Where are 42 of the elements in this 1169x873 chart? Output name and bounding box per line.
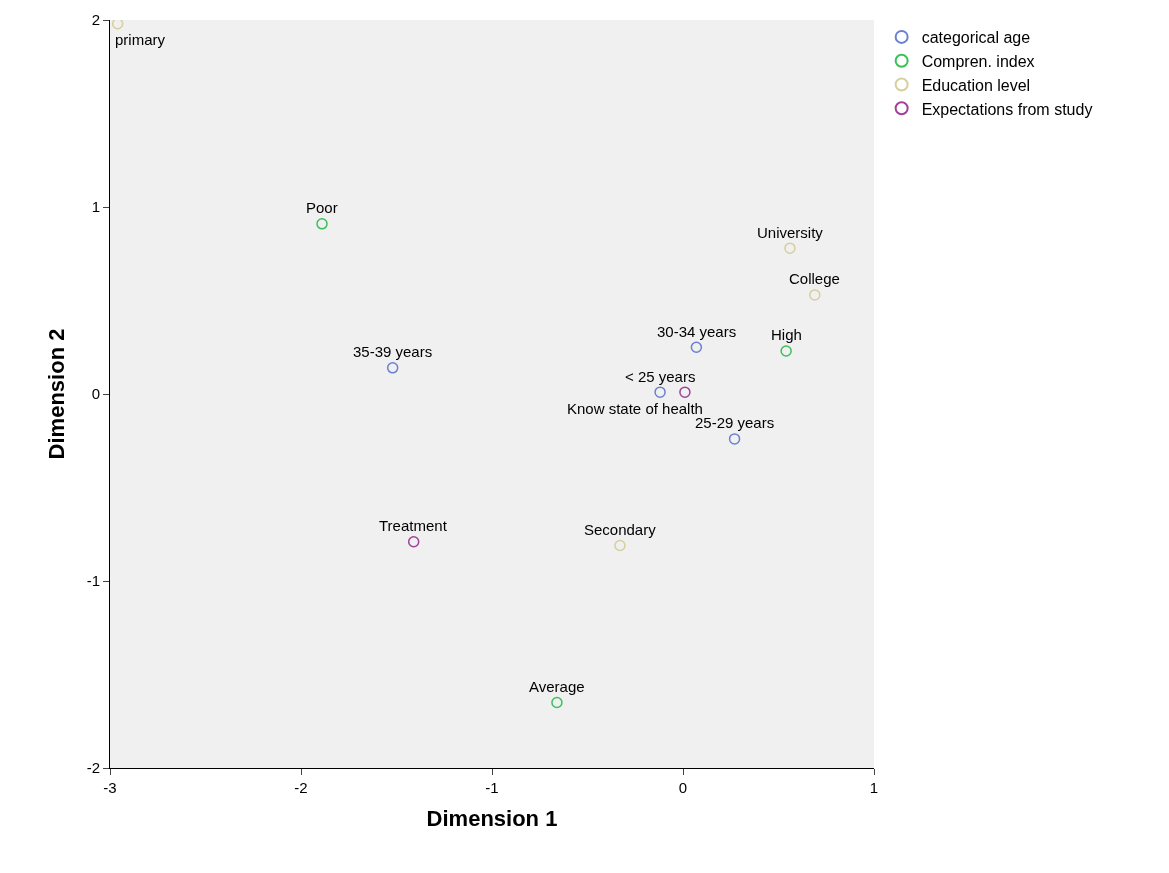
x-tick-label: -3 — [103, 779, 117, 796]
x-tick-label: 1 — [869, 779, 879, 796]
annotation: University — [757, 224, 824, 241]
point — [679, 386, 691, 398]
point — [784, 242, 796, 254]
annotation: High — [771, 326, 802, 343]
annotation: 35-39 years — [353, 343, 433, 360]
annotation: Treatment — [379, 517, 448, 534]
legend-label: Education level — [921, 76, 1031, 94]
point — [690, 341, 703, 353]
annotation: College — [789, 270, 840, 287]
point — [654, 386, 666, 398]
annotation: 25-29 years — [695, 414, 775, 431]
legend-label: Compren. index — [921, 52, 1035, 70]
x-axis-title: Dimension 1 — [426, 805, 558, 831]
point — [551, 696, 563, 709]
annotation: Secondary — [584, 521, 657, 538]
x-tick-label: -1 — [485, 779, 499, 796]
point — [809, 289, 821, 301]
point — [111, 20, 124, 30]
y-tick-label: -1 — [86, 572, 100, 590]
y-tick-label: -2 — [86, 759, 100, 777]
y-tick-label: 0 — [91, 385, 100, 403]
point — [407, 535, 420, 548]
point — [316, 218, 328, 230]
point — [614, 539, 626, 552]
y-tick-label: 1 — [91, 198, 100, 216]
x-tick-label: -2 — [294, 779, 308, 796]
annotation: primary — [115, 31, 166, 48]
y-tick-label: 2 — [91, 11, 100, 29]
x-tick-label: 0 — [678, 779, 688, 796]
point — [386, 362, 399, 374]
legend-label: categorical age — [921, 29, 1031, 47]
annotation: Poor — [306, 199, 338, 216]
legend-label: Expectations from study — [921, 100, 1093, 118]
annotation: Know state of health — [567, 400, 703, 417]
annotation: Average — [529, 678, 585, 695]
point — [728, 433, 741, 445]
annotation: 30-34 years — [657, 323, 737, 340]
point — [780, 345, 792, 357]
annotation: < 25 years — [625, 368, 696, 385]
y-axis-title: Dimension 2 — [44, 328, 70, 460]
